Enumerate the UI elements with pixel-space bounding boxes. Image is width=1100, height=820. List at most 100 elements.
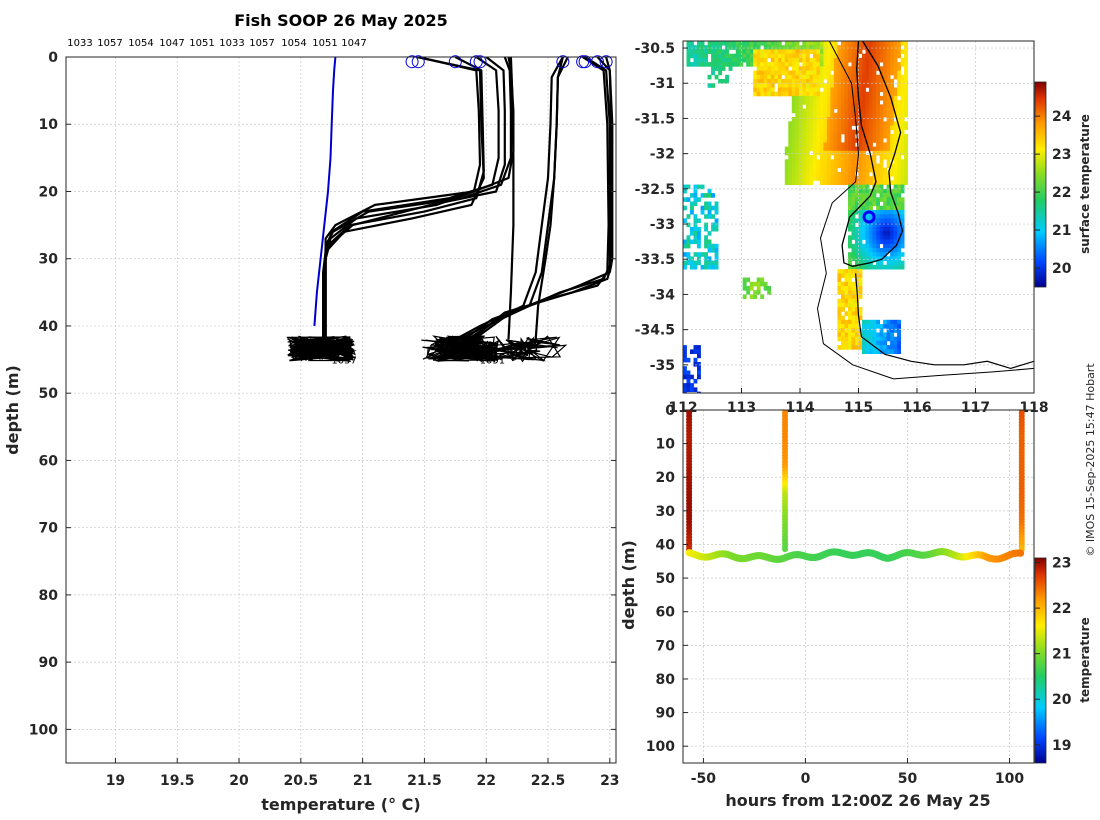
sst-pixel [802, 129, 807, 135]
sst-pixel [879, 159, 884, 164]
sst-pixel [795, 74, 800, 80]
sst-pixel [841, 332, 845, 338]
sst-pixel [697, 243, 701, 249]
surface-marker [448, 55, 462, 69]
sst-pixel [760, 70, 765, 76]
sst-pixel [784, 167, 789, 173]
sst-pixel [683, 374, 687, 380]
sst-pixel [795, 57, 800, 63]
sst-pixel [823, 142, 828, 147]
sst-pixel [858, 49, 863, 54]
sst-pixel [893, 345, 898, 350]
sst-pixel [753, 74, 758, 80]
sst-pixel [704, 49, 708, 54]
sst-pixel [805, 150, 810, 156]
sst-pixel [781, 53, 786, 59]
sst-pixel [693, 49, 698, 54]
sst-pixel [865, 345, 870, 350]
sst-pixel [893, 91, 898, 97]
map-lat-tick-label: -35 [650, 358, 675, 374]
sst-pixel [872, 155, 877, 160]
sst-pixel [739, 62, 744, 67]
section-x-tick-label: -50 [691, 771, 717, 787]
sst-pixel [893, 205, 898, 211]
sst-pixel [690, 239, 694, 245]
sst-pixel [812, 70, 817, 76]
sst-pixel [714, 218, 719, 223]
sst-pixel [897, 104, 901, 109]
sst-pixel [788, 53, 793, 59]
sst-pixel [700, 264, 705, 270]
sst-pixel [837, 138, 842, 143]
sst-pixel [851, 45, 856, 50]
sst-pixel [725, 53, 729, 59]
sst-pixel [865, 129, 870, 135]
sst-pixel [855, 100, 859, 105]
sst-pixel [837, 104, 842, 109]
sst-pixel [872, 324, 877, 329]
sst-pixel [784, 146, 789, 152]
sst-pixel [756, 79, 761, 84]
sst-pixel [848, 155, 852, 160]
x-tick-label: 21.5 [407, 773, 442, 789]
sst-pixel [830, 129, 835, 135]
sst-pixel [837, 328, 842, 333]
sst-pixel [900, 167, 905, 173]
sst-pixel [837, 302, 842, 308]
sst-pixel [876, 349, 880, 354]
sst-pixel [753, 45, 758, 50]
sst-pixel [883, 108, 887, 114]
sst-pixel [869, 188, 873, 194]
sst-pixel [900, 49, 905, 54]
sst-pixel [841, 176, 845, 181]
sst-pixel [851, 117, 856, 122]
sst-pixel [732, 57, 736, 63]
map-lon-tick-label: 117 [961, 400, 990, 416]
sst-pixel [798, 74, 803, 80]
sst-pixel [876, 188, 880, 194]
sst-pixel [812, 62, 817, 67]
sst-pixel [872, 62, 877, 67]
surface-marker [473, 55, 487, 69]
sst-pixel [893, 159, 898, 164]
sst-pixel [746, 53, 751, 59]
sst-pixel [841, 315, 845, 321]
sst-pixel [795, 83, 800, 88]
sst-pixel [816, 133, 821, 139]
sst-pixel [819, 74, 824, 80]
sst-pixel [784, 57, 789, 63]
temperature-colorbar-tick-label: 23 [1052, 556, 1071, 572]
sst-pixel [904, 121, 908, 126]
sst-pixel [784, 159, 789, 164]
sst-pixel [826, 100, 831, 105]
sst-pixel [858, 87, 863, 93]
sst-pixel [781, 66, 786, 71]
sst-pixel [802, 66, 807, 71]
sst-pixel [725, 45, 729, 50]
sst-pixel [711, 193, 715, 198]
sst-pixel [865, 193, 870, 198]
sst-pixel [886, 184, 891, 190]
sst-pixel [879, 108, 884, 114]
sst-pixel [809, 70, 814, 76]
sst-pixel [865, 104, 870, 109]
sst-pixel [795, 129, 800, 135]
sst-pixel [883, 95, 887, 101]
sst-pixel [770, 45, 775, 50]
sst-pixel [826, 79, 831, 84]
sst-pixel [844, 328, 849, 333]
sst-pixel [883, 324, 887, 329]
sst-pixel [848, 66, 852, 71]
sst-pixel [883, 129, 887, 135]
sst-pixel [886, 205, 891, 211]
sst-pixel [876, 319, 880, 325]
sst-pixel [697, 370, 701, 376]
sst-pixel [704, 235, 708, 240]
sst-pixel [833, 79, 838, 84]
sst-pixel [890, 57, 894, 63]
sst-pixel [749, 49, 754, 54]
sst-pixel [883, 205, 887, 211]
sst-pixel [704, 193, 708, 198]
sst-pixel [900, 104, 905, 109]
sst-pixel [872, 252, 877, 257]
